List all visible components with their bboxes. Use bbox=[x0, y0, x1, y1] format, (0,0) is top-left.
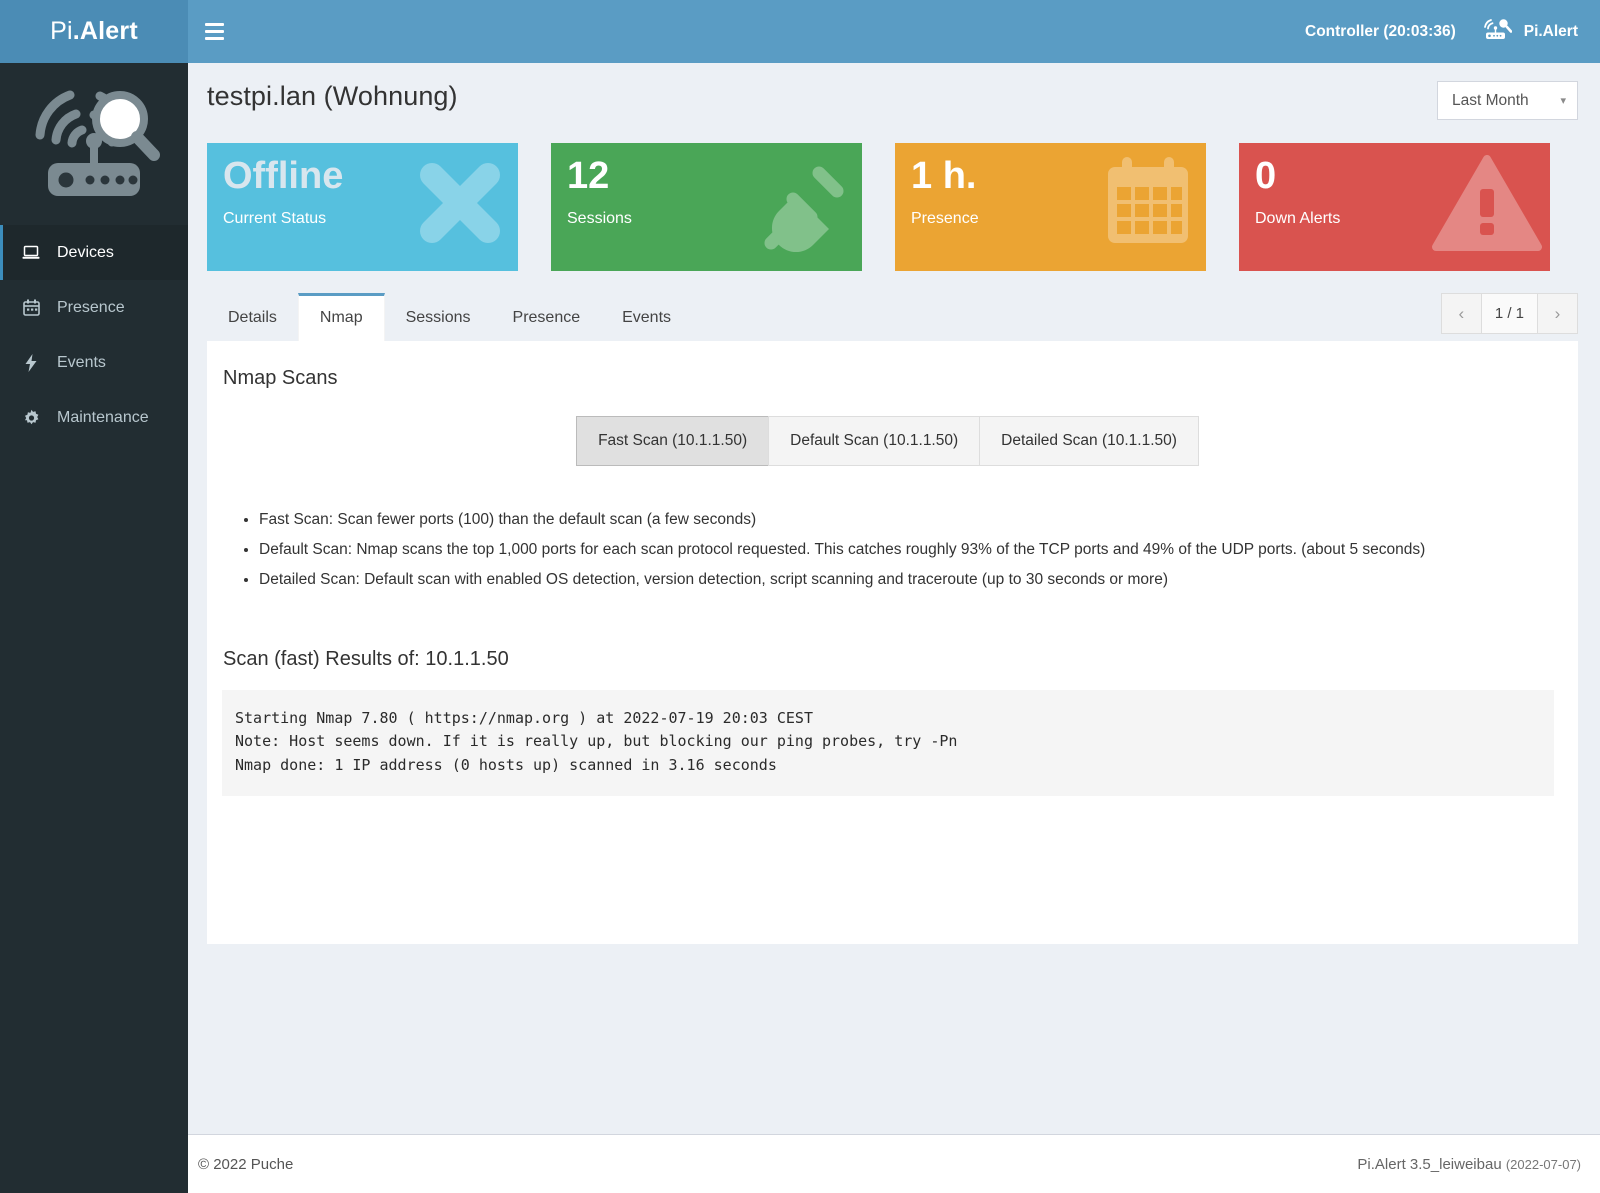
top-bar-actions: Controller (20:03:36) bbox=[1305, 16, 1578, 47]
sidebar-item-presence[interactable]: Presence bbox=[0, 280, 188, 335]
footer-version-group: Pi.Alert 3.5_leiweibau (2022-07-07) bbox=[1357, 1156, 1581, 1173]
stat-card-value: 12 bbox=[567, 155, 610, 197]
tab-bar: Details Nmap Sessions Presence Events ‹ … bbox=[207, 293, 1578, 341]
period-select-value: Last Month bbox=[1452, 91, 1529, 109]
pagination-page-indicator: 1 / 1 bbox=[1480, 293, 1538, 334]
tab-nmap[interactable]: Nmap bbox=[297, 293, 385, 341]
brand-right-label: Pi.Alert bbox=[1523, 22, 1578, 40]
stat-card-current-status[interactable]: Offline Current Status bbox=[207, 143, 518, 271]
scan-results-title: Scan (fast) Results of: 10.1.1.50 bbox=[223, 648, 509, 671]
bolt-icon bbox=[21, 353, 41, 372]
stat-card-down-alerts[interactable]: 0 Down Alerts bbox=[1239, 143, 1550, 271]
sidebar-item-label: Events bbox=[57, 353, 106, 371]
pialert-router-magnifier-icon bbox=[1482, 16, 1513, 47]
stat-card-label: Presence bbox=[911, 209, 979, 227]
panel-title: Nmap Scans bbox=[223, 367, 338, 389]
tab-sessions[interactable]: Sessions bbox=[405, 309, 471, 326]
top-bar: Pi .Alert Controller (20:03:36) bbox=[0, 0, 1600, 63]
plug-icon bbox=[749, 153, 854, 263]
brand-pi: Pi bbox=[50, 17, 73, 45]
router-magnifier-logo bbox=[0, 63, 188, 225]
footer: © 2022 Puche Pi.Alert 3.5_leiweibau (202… bbox=[188, 1134, 1600, 1193]
x-mark-icon bbox=[410, 153, 510, 258]
stat-card-value: Offline bbox=[223, 155, 344, 197]
hamburger-icon[interactable] bbox=[188, 0, 240, 63]
footer-version: 3.5_leiweibau bbox=[1409, 1155, 1502, 1173]
tab-presence[interactable]: Presence bbox=[512, 309, 581, 326]
pagination-next-button[interactable]: › bbox=[1537, 293, 1578, 334]
pagination-prev-button[interactable]: ‹ bbox=[1440, 293, 1482, 334]
page-title: testpi.lan (Wohnung) bbox=[207, 81, 458, 111]
list-item: Default Scan: Nmap scans the top 1,000 p… bbox=[259, 541, 1554, 558]
top-bar-right: Controller (20:03:36) bbox=[188, 0, 1600, 63]
sidebar-item-events[interactable]: Events bbox=[0, 335, 188, 390]
default-scan-button[interactable]: Default Scan (10.1.1.50) bbox=[768, 416, 981, 466]
gear-icon bbox=[21, 409, 41, 426]
tab-details[interactable]: Details bbox=[228, 309, 277, 326]
stat-card-presence[interactable]: 1 h. Presence bbox=[895, 143, 1206, 271]
sidebar-item-label: Devices bbox=[57, 243, 114, 261]
scan-results-output: Starting Nmap 7.80 ( https://nmap.org ) … bbox=[222, 690, 1554, 796]
page-header: testpi.lan (Wohnung) Last Month ▾ bbox=[207, 81, 1578, 120]
sidebar-item-label: Presence bbox=[57, 298, 125, 316]
footer-copyright: © 2022 Puche bbox=[198, 1155, 294, 1173]
brand-right-group[interactable]: Pi.Alert bbox=[1482, 16, 1578, 47]
app-logo[interactable]: Pi .Alert bbox=[0, 0, 188, 63]
stat-card-label: Current Status bbox=[223, 209, 327, 227]
stat-card-label: Down Alerts bbox=[1255, 209, 1341, 227]
stat-card-label: Sessions bbox=[567, 209, 632, 227]
tabs: Details Nmap Sessions Presence Events bbox=[207, 293, 692, 341]
sidebar: Devices Presence Events Maintenance bbox=[0, 63, 188, 1193]
calendar-icon bbox=[1098, 153, 1198, 258]
calendar-icon bbox=[21, 299, 41, 316]
pagination: ‹ 1 / 1 › bbox=[1440, 293, 1578, 334]
detailed-scan-button[interactable]: Detailed Scan (10.1.1.50) bbox=[979, 416, 1199, 466]
laptop-icon bbox=[21, 245, 41, 260]
stat-card-sessions[interactable]: 12 Sessions bbox=[551, 143, 862, 271]
footer-date: (2022-07-07) bbox=[1505, 1156, 1581, 1172]
scan-description-list: Fast Scan: Scan fewer ports (100) than t… bbox=[222, 511, 1554, 588]
sidebar-item-devices[interactable]: Devices bbox=[0, 225, 188, 280]
footer-product: Pi.Alert bbox=[1357, 1155, 1406, 1173]
controller-status: Controller (20:03:36) bbox=[1305, 22, 1456, 40]
stat-card-value: 0 bbox=[1255, 155, 1277, 197]
stat-card-value: 1 h. bbox=[911, 155, 977, 197]
stat-cards: Offline Current Status 12 Sessions bbox=[207, 143, 1578, 271]
chevron-down-icon: ▾ bbox=[1560, 95, 1566, 107]
main-content: testpi.lan (Wohnung) Last Month ▾ Offlin… bbox=[188, 63, 1600, 1134]
nmap-panel: Nmap Scans Fast Scan (10.1.1.50) Default… bbox=[207, 341, 1578, 944]
list-item: Fast Scan: Scan fewer ports (100) than t… bbox=[259, 511, 1554, 528]
scan-button-group: Fast Scan (10.1.1.50) Default Scan (10.1… bbox=[222, 416, 1554, 466]
warning-triangle-icon bbox=[1432, 153, 1542, 258]
tab-events[interactable]: Events bbox=[622, 309, 672, 326]
sidebar-item-maintenance[interactable]: Maintenance bbox=[0, 390, 188, 445]
sidebar-item-label: Maintenance bbox=[57, 408, 149, 426]
list-item: Detailed Scan: Default scan with enabled… bbox=[259, 571, 1554, 588]
brand-alert: .Alert bbox=[72, 17, 138, 45]
period-select[interactable]: Last Month ▾ bbox=[1437, 81, 1578, 120]
fast-scan-button[interactable]: Fast Scan (10.1.1.50) bbox=[576, 416, 770, 466]
